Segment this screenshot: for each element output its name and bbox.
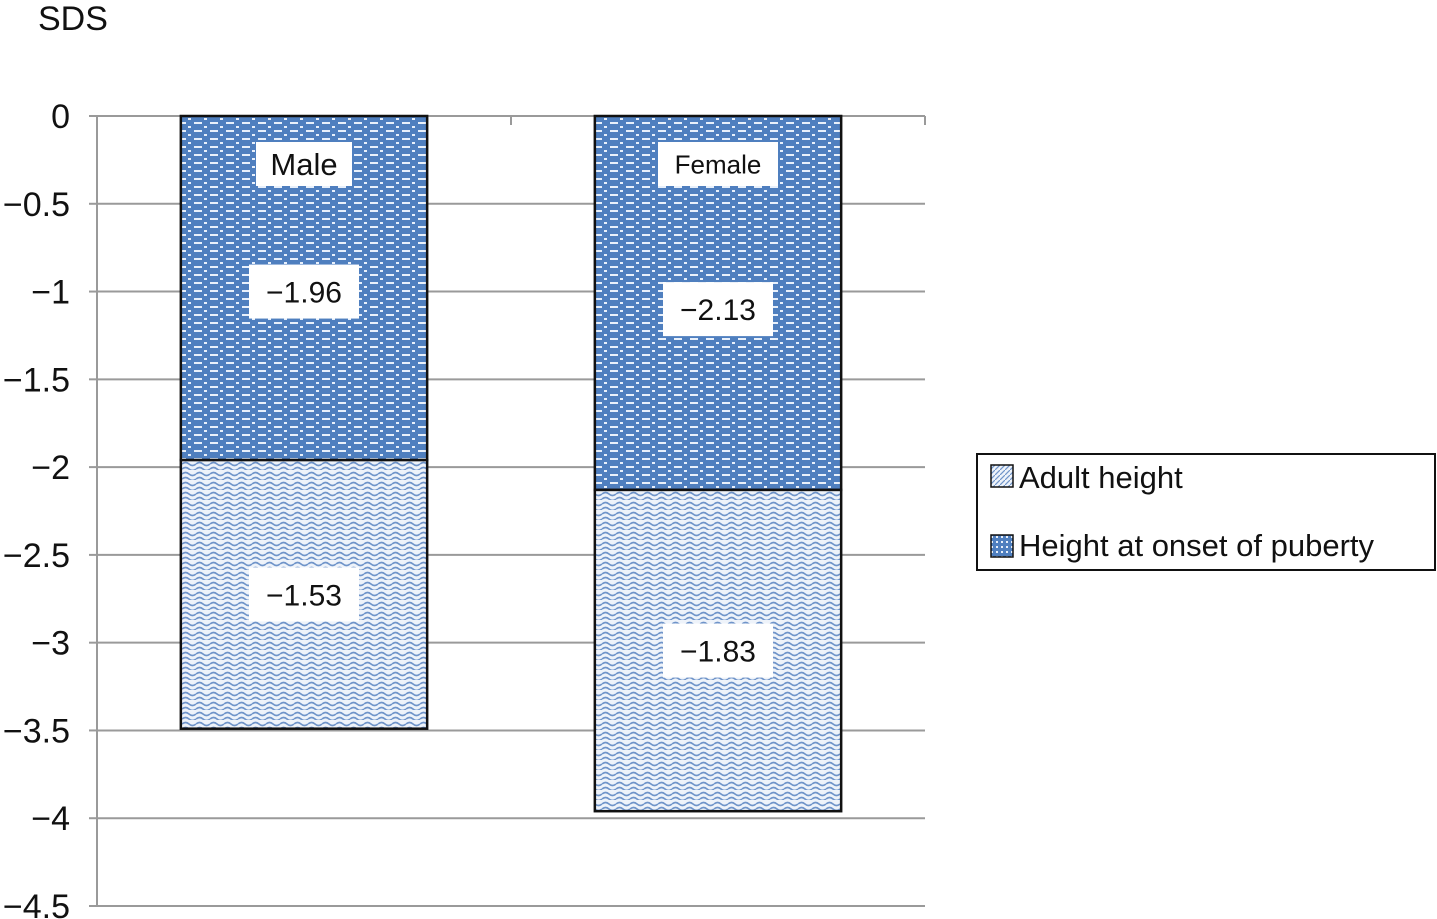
y-tick-label: −2.5 (3, 537, 70, 575)
data-label-box (249, 567, 359, 622)
y-tick-label: −1.5 (3, 361, 70, 399)
y-tick-label: −0.5 (3, 186, 70, 224)
y-tick-label: −3 (31, 625, 70, 663)
y-tick-label: −3.5 (3, 712, 70, 750)
data-label-box (249, 264, 359, 319)
legend-label-height-at-onset: Height at onset of puberty (1019, 528, 1375, 563)
y-tick-label: 0 (51, 98, 70, 136)
data-label-female-adult-height: −1.83 (680, 636, 756, 669)
data-label-male-adult-height: −1.53 (266, 579, 342, 612)
y-tick-label: −4.5 (3, 888, 70, 919)
legend-swatch-height-at-onset (990, 534, 1014, 558)
data-label-male-height-at-onset-of-puberty: −1.96 (266, 277, 342, 310)
category-label-male: Male (270, 147, 337, 182)
category-label-box (658, 142, 778, 186)
legend-box (976, 453, 1436, 571)
data-label-female-height-at-onset-of-puberty: −2.13 (680, 294, 756, 327)
category-label-box (256, 142, 352, 186)
data-label-box (663, 623, 773, 678)
y-tick-label: −4 (31, 800, 70, 838)
legend-swatch-adult-height (990, 464, 1014, 488)
data-label-box (663, 282, 773, 337)
category-label-female: Female (675, 149, 762, 179)
legend-label-adult-height: Adult height (1019, 460, 1183, 495)
y-tick-label: −1 (31, 274, 70, 312)
y-axis-title: SDS (38, 0, 108, 38)
legend: Adult height Height at onset of puberty (976, 453, 1436, 571)
y-tick-label: −2 (31, 449, 70, 487)
